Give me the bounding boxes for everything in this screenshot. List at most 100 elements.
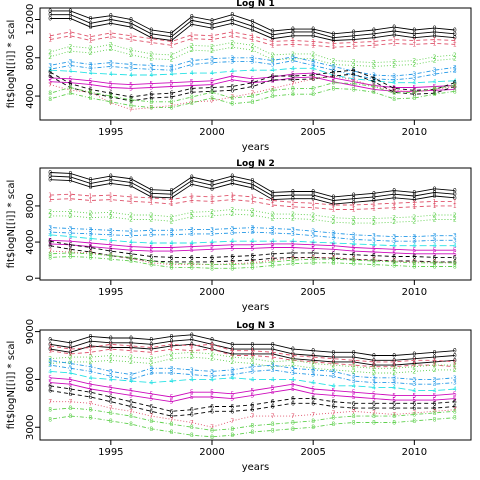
data-point-marker: 0 bbox=[453, 188, 457, 195]
data-point-marker: 8 bbox=[291, 426, 295, 433]
data-point-marker: 6 bbox=[271, 251, 275, 258]
data-point-marker: 6 bbox=[251, 83, 255, 90]
data-point-marker: 4 bbox=[331, 72, 335, 79]
data-point-marker: 6 bbox=[89, 244, 93, 251]
x-tick-label: 2000 bbox=[199, 127, 224, 138]
data-point-marker: 3 bbox=[129, 61, 133, 68]
data-point-marker: 7 bbox=[149, 413, 153, 420]
data-point-marker: 0 bbox=[89, 180, 93, 187]
data-point-marker: 3 bbox=[109, 368, 113, 375]
data-point-marker: 0 bbox=[433, 189, 437, 196]
data-point-marker: 2 bbox=[352, 220, 356, 227]
data-point-marker: 7 bbox=[412, 410, 416, 417]
data-point-marker: 6 bbox=[68, 391, 72, 398]
data-point-marker: 1 bbox=[230, 348, 234, 355]
data-point-marker: 6 bbox=[210, 254, 214, 261]
data-point-marker: 3 bbox=[68, 62, 72, 69]
x-tick-label: 2000 bbox=[199, 447, 224, 458]
data-point-marker: 0 bbox=[352, 33, 356, 40]
data-point-marker: 1 bbox=[352, 362, 356, 369]
data-point-marker: 1 bbox=[372, 364, 376, 371]
data-point-marker: 0 bbox=[68, 349, 72, 356]
data-point-marker: 7 bbox=[210, 262, 214, 269]
data-point-marker: 0 bbox=[48, 177, 52, 184]
data-point-marker: 5 bbox=[170, 399, 174, 406]
data-point-marker: 2 bbox=[412, 214, 416, 221]
data-point-marker: 2 bbox=[311, 51, 315, 58]
data-point-marker: 7 bbox=[170, 416, 174, 423]
data-point-marker: 1 bbox=[251, 37, 255, 44]
data-point-marker: 6 bbox=[433, 405, 437, 412]
data-point-marker: 0 bbox=[453, 31, 457, 38]
data-point-marker: 5 bbox=[149, 396, 153, 403]
data-point-marker: 1 bbox=[271, 354, 275, 361]
data-point-marker: 1 bbox=[291, 38, 295, 45]
data-point-marker: 0 bbox=[271, 32, 275, 39]
data-point-marker: 0 bbox=[311, 357, 315, 364]
data-point-marker: 0 bbox=[149, 190, 153, 197]
data-point-marker: 5 bbox=[291, 75, 295, 82]
data-point-marker: 2 bbox=[311, 365, 315, 372]
data-point-marker: 1 bbox=[251, 194, 255, 201]
data-point-marker: 0 bbox=[372, 35, 376, 42]
data-point-marker: 2 bbox=[352, 216, 356, 223]
data-point-marker: 3 bbox=[190, 372, 194, 379]
x-tick-label: 2010 bbox=[402, 447, 427, 458]
data-point-marker: 1 bbox=[129, 343, 133, 350]
data-point-marker: 8 bbox=[109, 253, 113, 260]
data-point-marker: 5 bbox=[129, 388, 133, 395]
data-point-marker: 0 bbox=[129, 335, 133, 342]
data-point-marker: 0 bbox=[331, 359, 335, 366]
data-point-marker: 5 bbox=[149, 248, 153, 255]
data-point-marker: 5 bbox=[433, 83, 437, 90]
data-point-marker: 4 bbox=[170, 378, 174, 385]
data-point-marker: 6 bbox=[291, 250, 295, 257]
data-point-marker: 5 bbox=[291, 71, 295, 78]
data-point-marker: 5 bbox=[311, 74, 315, 81]
data-point-marker: 0 bbox=[89, 343, 93, 350]
series-line-8 bbox=[50, 407, 455, 431]
data-point-marker: 6 bbox=[210, 408, 214, 415]
data-point-marker: 1 bbox=[170, 341, 174, 348]
data-point-marker: 8 bbox=[412, 263, 416, 270]
data-point-marker: 0 bbox=[372, 198, 376, 205]
data-point-marker: 0 bbox=[68, 345, 72, 352]
data-point-marker: 8 bbox=[271, 263, 275, 270]
data-point-marker: 2 bbox=[230, 359, 234, 366]
data-point-marker: 4 bbox=[291, 65, 295, 72]
data-point-marker: 2 bbox=[291, 51, 295, 58]
data-point-marker: 0 bbox=[190, 21, 194, 28]
data-point-marker: 3 bbox=[311, 228, 315, 235]
data-point-marker: 5 bbox=[210, 78, 214, 85]
data-point-marker: 5 bbox=[89, 82, 93, 89]
data-point-marker: 2 bbox=[251, 47, 255, 54]
data-point-marker: 8 bbox=[331, 256, 335, 263]
data-point-marker: 8 bbox=[311, 260, 315, 267]
data-point-marker: 1 bbox=[89, 38, 93, 45]
data-point-marker: 8 bbox=[311, 91, 315, 98]
data-point-marker: 7 bbox=[251, 413, 255, 420]
data-point-marker: 8 bbox=[68, 254, 72, 261]
data-point-marker: 3 bbox=[331, 67, 335, 74]
data-point-marker: 1 bbox=[453, 38, 457, 45]
data-point-marker: 2 bbox=[352, 364, 356, 371]
data-point-marker: 3 bbox=[129, 233, 133, 240]
data-point-marker: 4 bbox=[412, 243, 416, 250]
data-point-marker: 6 bbox=[129, 399, 133, 406]
data-point-marker: 2 bbox=[89, 45, 93, 52]
data-point-marker: 2 bbox=[109, 357, 113, 364]
data-point-marker: 6 bbox=[311, 396, 315, 403]
data-point-marker: 1 bbox=[291, 357, 295, 364]
data-point-marker: 0 bbox=[230, 20, 234, 27]
data-point-marker: 7 bbox=[149, 105, 153, 112]
data-point-marker: 5 bbox=[129, 82, 133, 89]
data-point-marker: 0 bbox=[109, 16, 113, 23]
data-point-marker: 4 bbox=[271, 238, 275, 245]
data-point-marker: 3 bbox=[352, 236, 356, 243]
data-point-marker: 2 bbox=[433, 367, 437, 374]
data-point-marker: 5 bbox=[271, 389, 275, 396]
plot-frame bbox=[39, 329, 472, 441]
data-point-marker: 3 bbox=[392, 73, 396, 80]
data-point-marker: 4 bbox=[291, 376, 295, 383]
series-line-1 bbox=[50, 35, 455, 48]
